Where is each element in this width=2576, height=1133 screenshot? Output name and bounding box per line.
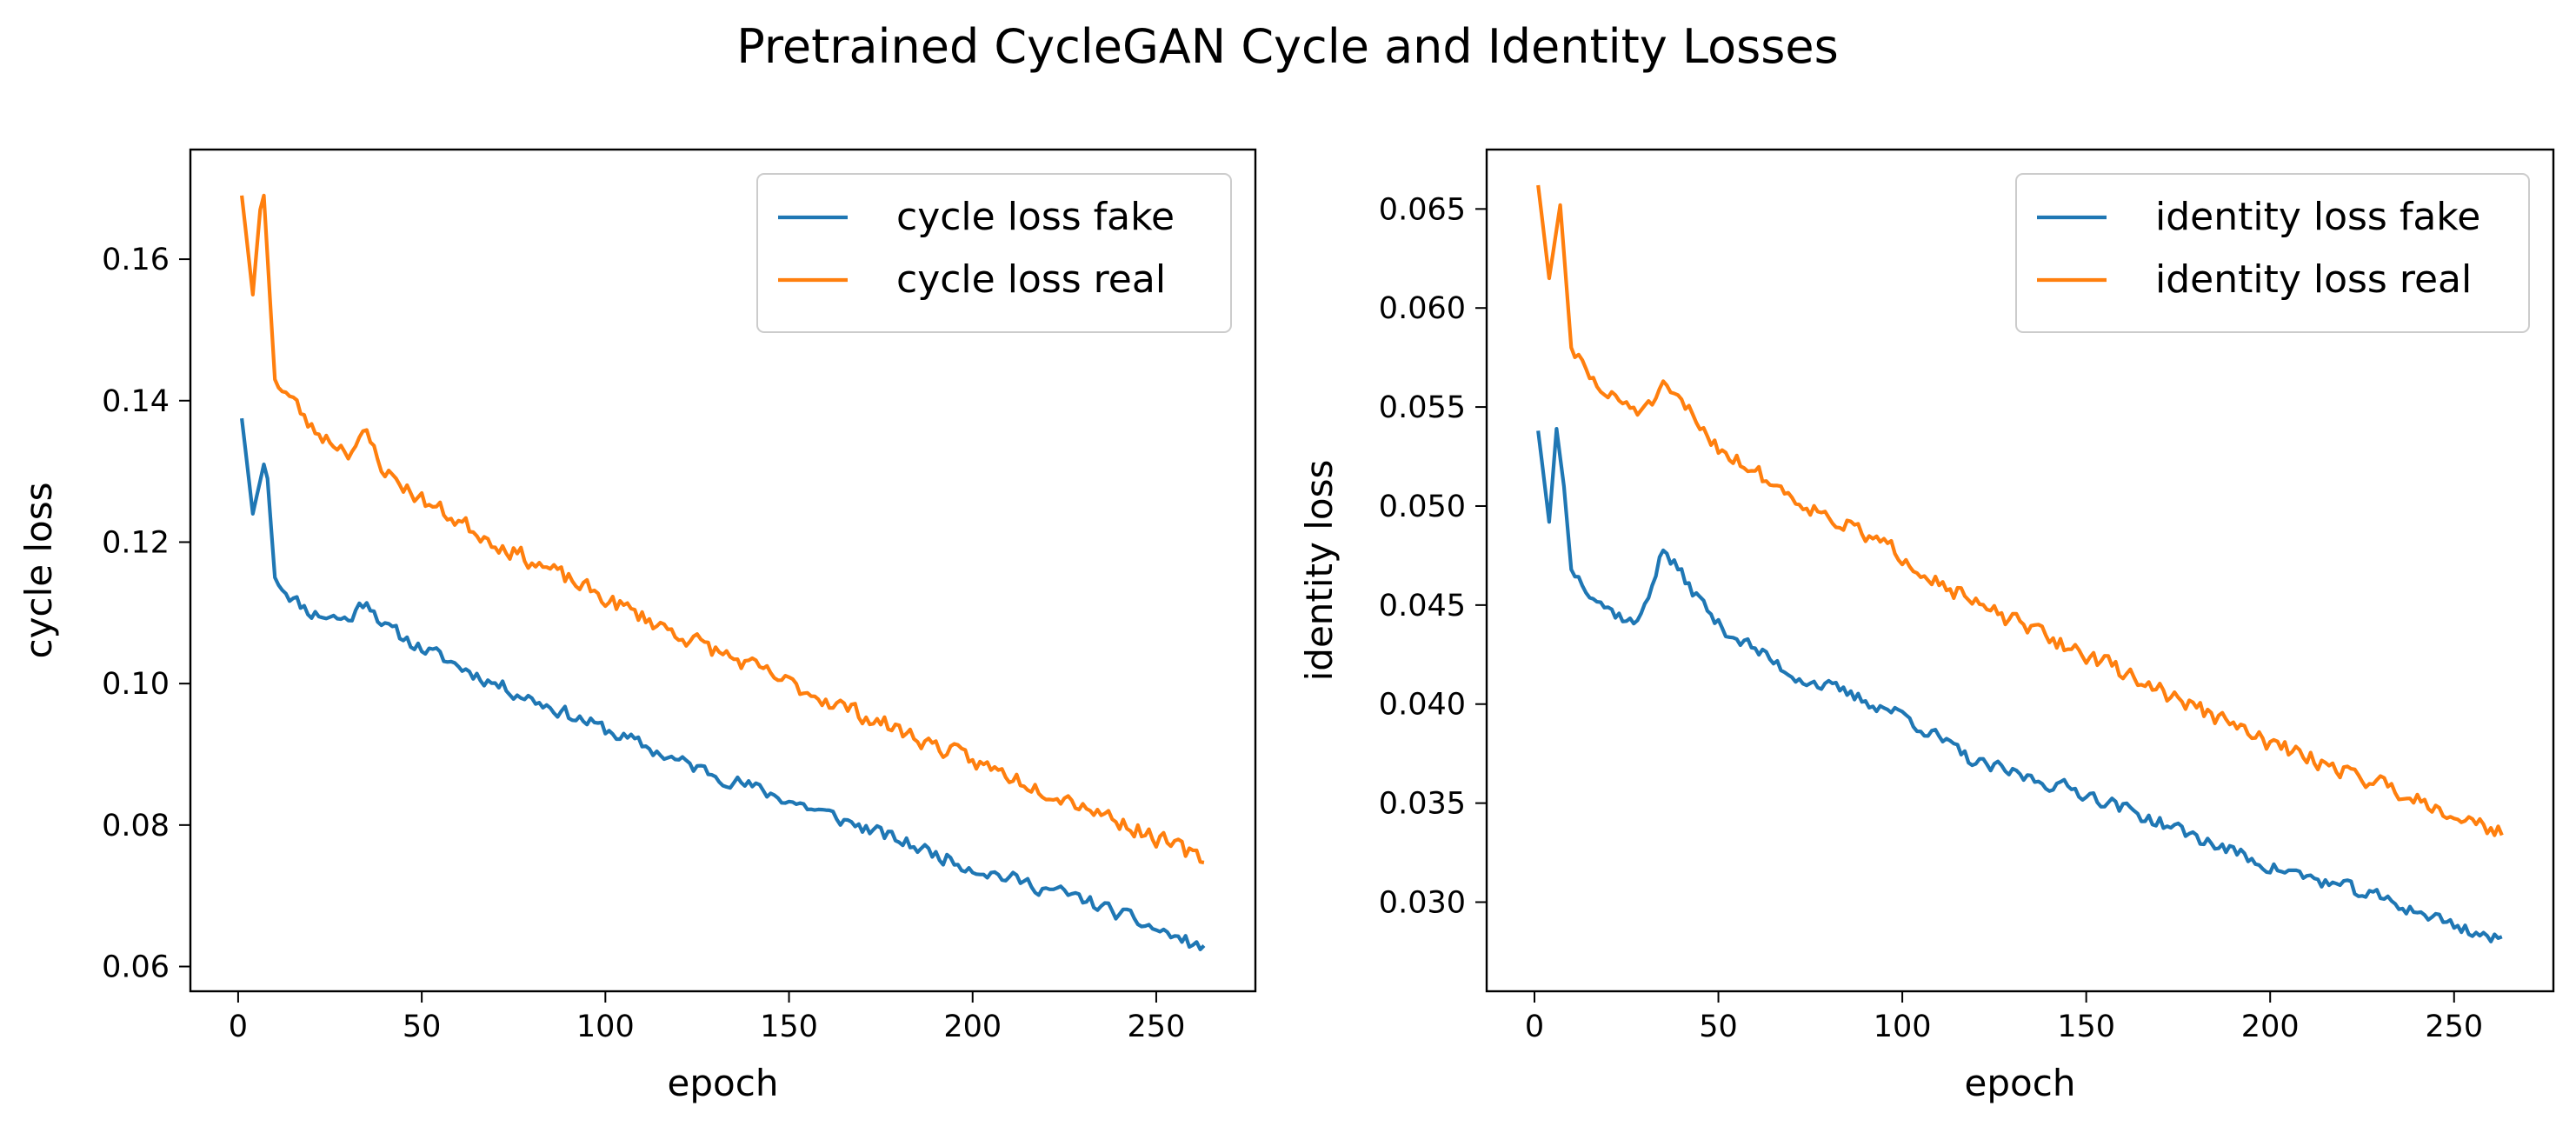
legend-box — [2015, 173, 2530, 333]
y-tick-label: 0.060 — [1379, 291, 1466, 326]
legend-label: cycle loss fake — [896, 195, 1175, 239]
y-axis-label: cycle loss — [17, 482, 60, 658]
axes-frame — [189, 148, 1257, 993]
series-line-fake — [240, 417, 1206, 952]
y-tick-label: 0.040 — [1379, 688, 1466, 723]
y-tick-label: 0.035 — [1379, 787, 1466, 822]
axes-frame — [1485, 148, 2555, 993]
legend: cycle loss fake cycle loss real — [756, 173, 1232, 333]
identity-loss-chart: 0 50 100 150 200 250 0.030 0.035 0.040 0.045 0.050… — [1298, 148, 2555, 1104]
series-line-fake — [1536, 427, 2503, 943]
series-line-real — [240, 193, 1205, 865]
y-tick-label: 0.08 — [102, 809, 170, 843]
series-line-real — [1536, 184, 2504, 837]
x-tick-label: 100 — [1874, 1010, 1932, 1044]
x-axis-label: epoch — [1965, 1062, 2076, 1104]
x-tick-label: 250 — [2425, 1010, 2483, 1044]
legend-box — [756, 173, 1232, 333]
legend-label: identity loss fake — [2155, 195, 2480, 239]
x-tick-label: 50 — [403, 1010, 442, 1044]
x-tick-label: 200 — [2241, 1010, 2300, 1044]
x-tick-label: 0 — [229, 1010, 248, 1044]
x-axis-label: epoch — [668, 1062, 779, 1104]
y-tick-label: 0.045 — [1379, 589, 1466, 623]
x-tick-label: 100 — [576, 1010, 635, 1044]
y-axis-label: identity loss — [1298, 460, 1341, 682]
y-tick-label: 0.055 — [1379, 390, 1466, 425]
x-tick-label: 250 — [1128, 1010, 1186, 1044]
legend-label: cycle loss real — [896, 257, 1166, 302]
y-tick-label: 0.12 — [102, 525, 170, 560]
x-tick-label: 150 — [2057, 1010, 2115, 1044]
y-tick-label: 0.10 — [102, 667, 170, 702]
legend: identity loss fake identity loss real — [2015, 173, 2530, 333]
y-tick-label: 0.050 — [1379, 490, 1466, 524]
cycle-loss-chart: 0 50 100 150 200 250 0.06 0.08 0.10 0.12 0.14 0.16 e… — [17, 148, 1257, 1104]
x-tick-label: 50 — [1699, 1010, 1738, 1044]
x-tick-label: 200 — [943, 1010, 1002, 1044]
x-tick-label: 150 — [760, 1010, 818, 1044]
legend-label: identity loss real — [2155, 257, 2472, 302]
y-tick-label: 0.065 — [1379, 192, 1466, 227]
y-tick-label: 0.030 — [1379, 886, 1466, 921]
y-tick-label: 0.14 — [102, 384, 170, 419]
x-tick-label: 0 — [1525, 1010, 1544, 1044]
y-tick-label: 0.16 — [102, 243, 170, 277]
y-tick-label: 0.06 — [102, 950, 170, 985]
figure-title: Pretrained CycleGAN Cycle and Identity L… — [736, 19, 1839, 74]
